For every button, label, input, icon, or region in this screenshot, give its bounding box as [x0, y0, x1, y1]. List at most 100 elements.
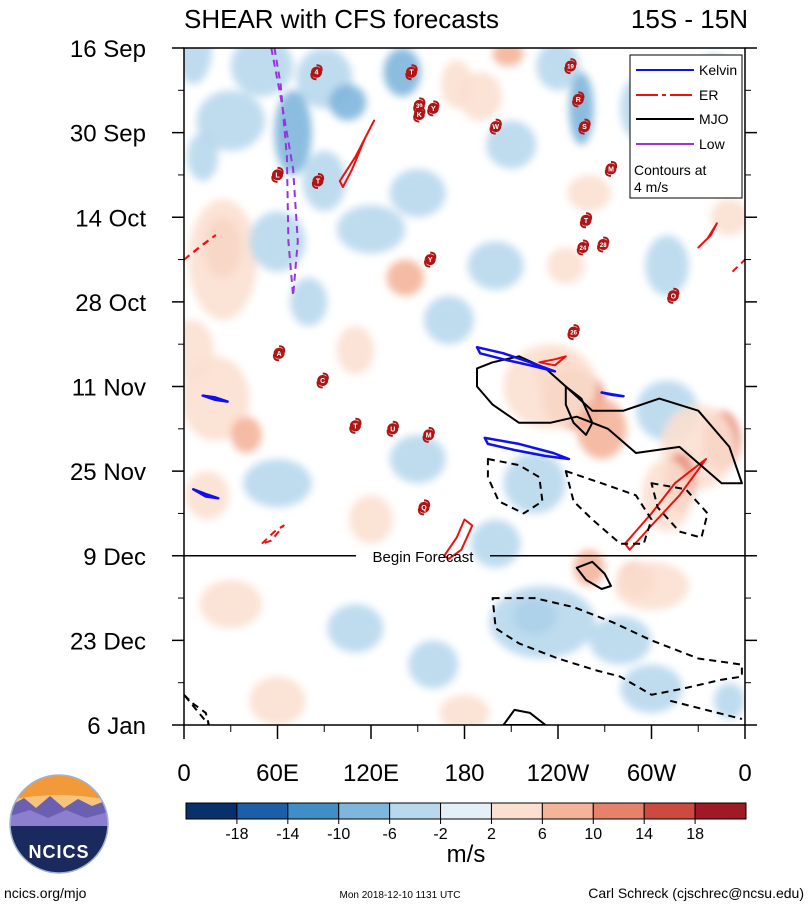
logo-text: NCICS	[28, 842, 89, 862]
ncics-logo: NCICS	[9, 774, 109, 874]
storm-marker-15: Y	[424, 251, 437, 268]
mjo-contour-6	[491, 597, 743, 696]
storm-label-10: L	[275, 172, 280, 179]
shading-blob-54	[489, 585, 596, 659]
shading-blob-52	[614, 561, 689, 611]
storm-label-8: S	[582, 124, 587, 131]
er-contour-5	[624, 458, 707, 551]
colorbar-box-8	[592, 802, 645, 820]
colorbar-tick-label-9: 18	[686, 826, 704, 843]
storm-icon-8	[579, 121, 590, 133]
shading-blob-16	[187, 132, 219, 181]
storm-icon-1	[406, 66, 417, 78]
chart-title: SHEAR with CFS forecasts	[184, 4, 499, 34]
legend-label-er: ER	[699, 87, 718, 103]
shading-blob-17	[302, 150, 347, 212]
x-tick-label-4: 120W	[527, 760, 590, 787]
storm-label-17: 26	[570, 331, 577, 337]
storm-marker-5: K	[413, 106, 426, 123]
kelvin-contour-2	[600, 391, 625, 398]
shading-blob-61	[620, 664, 683, 713]
storm-marker-6: W	[489, 118, 502, 135]
storm-label-2: 19	[567, 65, 574, 71]
storm-marker-2: 19	[564, 58, 577, 75]
shading-blob-7	[492, 48, 524, 67]
y-tick-label-5: 25 Nov	[70, 459, 146, 486]
storm-label-4: Y	[431, 106, 436, 113]
colorbar-box-0	[185, 802, 238, 820]
storm-marker-11: T	[311, 173, 325, 189]
storm-label-9: M	[608, 166, 614, 173]
legend-label-kelvin: Kelvin	[699, 62, 737, 78]
shading-blob-8	[441, 60, 473, 109]
shading-blob-48	[349, 495, 393, 544]
mjo-contour-7	[669, 699, 743, 720]
storm-label-5: K	[417, 112, 422, 119]
storm-marker-1: T	[405, 64, 418, 81]
colorbar-tick-label-8: 14	[635, 826, 653, 843]
legend: Kelvin ER MJO Low Contours at 4 m/s	[629, 54, 743, 199]
colorbar-box-3	[338, 802, 391, 820]
storm-icon-9	[605, 163, 617, 175]
shading-blob-43	[642, 459, 693, 532]
storm-icon-21	[387, 423, 399, 435]
shading-blob-18	[389, 168, 446, 218]
storm-label-18: A	[277, 351, 282, 358]
storm-label-1: T	[409, 70, 414, 77]
storm-label-15: Y	[428, 257, 433, 264]
mjo-contour-0	[476, 355, 743, 485]
forecast-line-layer: Begin Forecast	[184, 549, 745, 566]
mjo-contour-4	[650, 482, 709, 539]
colorbar-box-5	[440, 802, 492, 820]
colorbar-tick-label-3: -6	[383, 826, 397, 843]
storm-marker-21: U	[386, 420, 399, 437]
legend-box	[629, 54, 743, 199]
shading-blob-23	[249, 211, 306, 272]
y-tick-label-8: 6 Jan	[87, 713, 146, 740]
er-contour-6	[443, 518, 474, 560]
colorbar-box-7	[541, 802, 594, 820]
shading-blob-1	[230, 48, 294, 97]
footer-timestamp: Mon 2018-12-10 1131 UTC	[340, 890, 461, 901]
storm-icon-7	[572, 93, 584, 105]
shading-blob-24	[336, 205, 406, 254]
shading-blob-60	[439, 694, 490, 725]
storm-icon-16	[667, 290, 679, 302]
shading-blob-30	[423, 295, 474, 345]
storm-icon-13	[577, 242, 589, 253]
colorbar-tick-label-6: 6	[538, 826, 547, 843]
er-contour-0	[338, 119, 376, 188]
storm-label-7: R	[576, 97, 581, 104]
er-contour-1	[184, 234, 217, 261]
shading-blob-14	[486, 120, 537, 169]
legend-label-low: Low	[699, 136, 726, 152]
colorbar-tick-label-1: -14	[276, 826, 299, 843]
storm-label-6: W	[492, 124, 499, 131]
x-tick-label-5: 60W	[627, 760, 677, 787]
storm-marker-18: A	[272, 345, 286, 362]
colorbar-box-6	[490, 802, 543, 820]
mjo-contour-9	[502, 708, 547, 725]
axes: 16 Sep 30 Sep 14 Oct 28 Oct 11 Nov 25 Nov 9 De…	[70, 36, 757, 787]
storm-label-11: T	[316, 179, 321, 186]
low-contour-0	[270, 48, 299, 297]
colorbar-tick-label-7: 10	[584, 826, 602, 843]
shading-blob-3	[383, 48, 421, 97]
footer-author: Carl Schreck (cjschrec@ncsu.edu)	[588, 885, 804, 901]
storm-icon-10	[272, 169, 283, 181]
kelvin-contour-0	[475, 345, 557, 373]
storm-label-16: O	[671, 293, 677, 300]
storm-icon-2	[565, 60, 576, 72]
storm-marker-12: T	[579, 212, 593, 229]
colorbar-tick-label-4: -2	[433, 826, 447, 843]
storm-label-22: M	[426, 432, 432, 439]
storm-label-0: 4	[315, 70, 319, 77]
storm-icon-5	[413, 109, 425, 120]
shading-blob-19	[567, 174, 611, 212]
storm-label-23: Q	[421, 505, 427, 512]
x-tick-label-3: 180	[444, 760, 484, 787]
x-tick-label-1: 60E	[256, 760, 299, 787]
chart-region-label: 15S - 15N	[631, 4, 748, 34]
storm-label-20: T	[353, 423, 358, 430]
